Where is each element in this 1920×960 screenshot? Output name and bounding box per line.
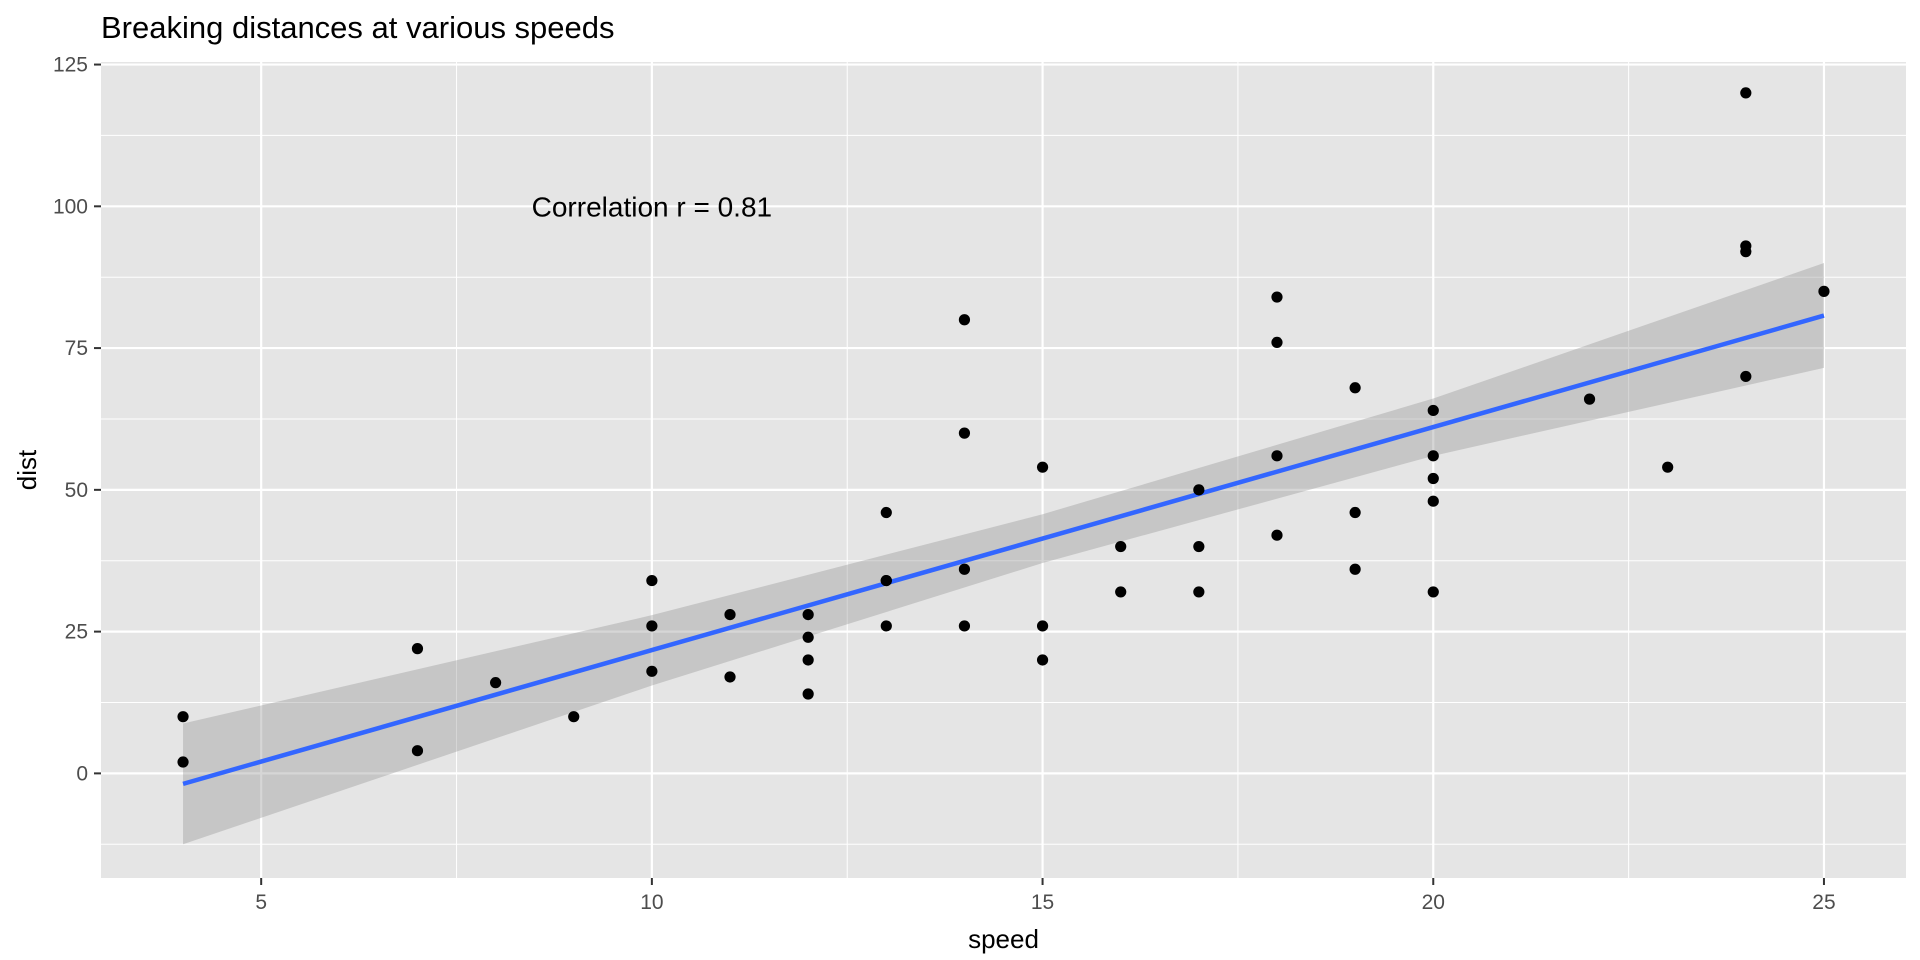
x-tick-label: 25 xyxy=(1812,891,1835,914)
data-point xyxy=(958,620,971,632)
y-tick-label: 125 xyxy=(53,54,88,77)
data-point xyxy=(1036,620,1049,632)
data-point xyxy=(411,643,424,655)
x-axis-title: speed xyxy=(968,924,1039,954)
data-point xyxy=(1193,540,1205,553)
data-point xyxy=(568,711,580,723)
data-point xyxy=(1036,461,1049,473)
data-point xyxy=(802,688,814,700)
x-tick-label: 20 xyxy=(1422,891,1445,914)
x-tick-label: 5 xyxy=(255,891,267,914)
data-point xyxy=(958,314,971,326)
data-point xyxy=(880,620,892,632)
data-points xyxy=(177,87,1830,768)
data-point xyxy=(1349,382,1361,394)
data-point xyxy=(1115,540,1127,553)
y-tick-label: 75 xyxy=(65,337,88,360)
correlation-annotation: Correlation r = 0.81 xyxy=(532,191,772,222)
data-point xyxy=(411,745,424,757)
confidence-ribbon xyxy=(183,263,1824,845)
data-point xyxy=(1662,461,1674,473)
data-point xyxy=(880,574,892,587)
data-point xyxy=(958,427,971,439)
confidence-band xyxy=(183,263,1824,845)
regression-line xyxy=(182,313,1825,787)
data-point xyxy=(1271,450,1283,462)
y-axis-title: dist xyxy=(12,449,42,490)
data-point xyxy=(1740,240,1752,252)
data-point xyxy=(1427,472,1439,485)
x-tick-label: 15 xyxy=(1031,891,1054,914)
data-point xyxy=(802,631,814,643)
data-point xyxy=(646,620,658,632)
data-point xyxy=(1193,484,1205,496)
data-point xyxy=(1818,285,1830,297)
y-tick-label: 25 xyxy=(65,621,88,644)
data-point xyxy=(958,563,971,575)
data-point xyxy=(1193,586,1205,598)
data-point xyxy=(1349,506,1361,519)
data-point xyxy=(1740,370,1752,383)
grid-lines xyxy=(101,62,1906,878)
data-point xyxy=(724,609,736,621)
regression-line-group xyxy=(182,313,1825,787)
data-point xyxy=(489,677,502,689)
data-point xyxy=(802,654,814,666)
x-tick-label: 10 xyxy=(640,891,663,914)
data-point xyxy=(1271,336,1283,349)
data-point xyxy=(177,711,189,723)
y-tick-label: 100 xyxy=(53,195,88,218)
data-point xyxy=(724,671,736,683)
data-point xyxy=(1271,291,1283,303)
data-point xyxy=(1427,586,1439,598)
data-point xyxy=(802,609,814,621)
plot-panel xyxy=(101,62,1906,878)
data-point xyxy=(1349,563,1361,575)
data-point xyxy=(1427,495,1439,507)
data-point xyxy=(1271,529,1283,541)
y-tick-label: 0 xyxy=(76,762,88,785)
data-point xyxy=(646,574,658,587)
data-point xyxy=(1427,404,1439,417)
data-point xyxy=(880,506,892,519)
chart-title: Breaking distances at various speeds xyxy=(101,10,615,45)
data-point xyxy=(177,756,189,768)
data-point xyxy=(1036,654,1049,666)
data-point xyxy=(1427,450,1439,462)
axes: 5 10 15 20 25 0 25 50 75 100 125 xyxy=(53,54,1836,914)
data-point xyxy=(1740,87,1752,99)
data-point xyxy=(1583,393,1596,405)
y-tick-label: 50 xyxy=(65,479,88,502)
data-point xyxy=(1115,586,1127,598)
data-point xyxy=(646,665,658,677)
